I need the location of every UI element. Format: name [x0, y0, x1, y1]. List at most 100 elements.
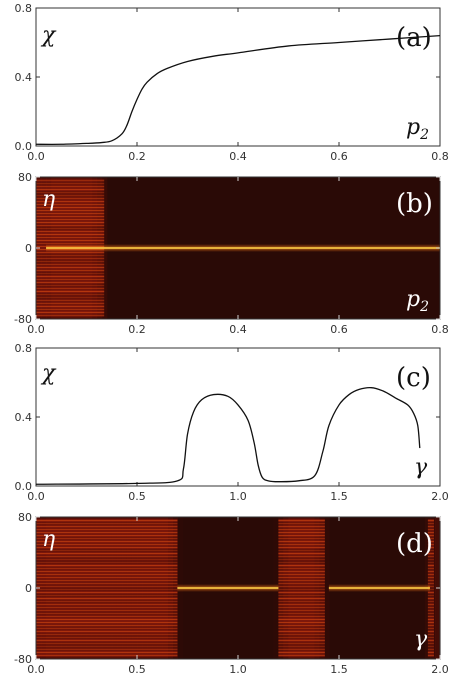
heatmap-cell [157, 517, 163, 659]
heatmap-stripe-core [36, 535, 178, 537]
x-axis-symbol-c: γ [414, 455, 428, 480]
x-tick-label: 2.0 [431, 490, 449, 503]
heatmap-stripe [278, 528, 325, 531]
x-tick-label: 1.0 [229, 663, 247, 676]
x-tick-label: 0.2 [128, 150, 146, 163]
heatmap-stripe-core [36, 639, 178, 641]
x-tick-label: 1.5 [330, 663, 348, 676]
heatmap-stripe-core [427, 654, 434, 656]
heatmap-stripe-core [36, 609, 178, 611]
heatmap-stripe-core [36, 222, 105, 224]
heatmap-stripe-core [427, 603, 434, 605]
heatmap-stripe-core [278, 553, 325, 555]
heatmap-stripe [278, 588, 325, 591]
heatmap-stripe-core [427, 630, 434, 632]
heatmap-cell [137, 517, 143, 659]
heatmap-stripe-core [36, 204, 105, 206]
heatmap-stripe-core [278, 606, 325, 608]
heatmap-stripe-core [427, 609, 434, 611]
heatmap-stripe [36, 567, 178, 570]
heatmap-b [36, 177, 440, 319]
heatmap-stripe [278, 600, 325, 603]
heatmap-stripe-core [36, 618, 178, 620]
heatmap-cell [71, 517, 77, 659]
heatmap-stripe-core [36, 580, 178, 582]
x-tick-label: 0.6 [330, 323, 348, 336]
heatmap-stripe-core [36, 275, 105, 277]
heatmap-stripe [36, 654, 178, 657]
heatmap-cell [121, 517, 128, 659]
heatmap-stripe-core [36, 597, 178, 599]
heatmap-stripe-core [36, 237, 105, 239]
heatmap-stripe-core [278, 654, 325, 656]
heatmap-stripe [427, 585, 434, 588]
heatmap-stripe-core [427, 586, 434, 588]
heatmap-stripe [427, 609, 434, 612]
x-tick-label: 0.4 [229, 323, 247, 336]
heatmap-stripe-core [278, 568, 325, 570]
heatmap-stripe-core [36, 633, 178, 635]
heatmap-stripe [36, 534, 178, 537]
heatmap-stripe-core [278, 565, 325, 567]
heatmap-stripe [36, 600, 178, 603]
heatmap-stripe-core [427, 550, 434, 552]
heatmap-stripe [427, 588, 434, 591]
heatmap-stripe-core [278, 627, 325, 629]
heatmap-stripe [278, 648, 325, 651]
heatmap-stripe [36, 591, 178, 594]
heatmap-stripe [278, 606, 325, 609]
heatmap-stripe-core [278, 583, 325, 585]
heatmap-d [36, 517, 441, 659]
heatmap-stripe-core [278, 633, 325, 635]
heatmap-stripe [36, 552, 178, 555]
heatmap-cell [172, 517, 178, 659]
x-tick-label: 0.0 [27, 490, 45, 503]
heatmap-stripe [36, 287, 105, 290]
heatmap-stripe-core [278, 618, 325, 620]
heatmap-stripe-core [36, 654, 178, 656]
y-tick-label: 0.4 [15, 411, 33, 424]
heatmap-stripe-core [36, 201, 105, 203]
heatmap-stripe [427, 567, 434, 570]
heatmap-stripe [36, 281, 105, 284]
heatmap-stripe-core [36, 636, 178, 638]
heatmap-stripe [36, 573, 178, 576]
heatmap-stripe [36, 576, 178, 579]
heatmap-stripe [36, 627, 178, 630]
heatmap-stripe-core [278, 586, 325, 588]
panel-c: 0.0 0.5 1.0 1.5 2.0 0.0 0.4 0.8 χ (c) γ [15, 342, 449, 503]
heatmap-stripe [36, 290, 105, 293]
heatmap-stripe [278, 555, 325, 558]
x-tick-label: 0.0 [27, 663, 45, 676]
heatmap-stripe-core [36, 269, 105, 271]
heatmap-stripe-core [278, 562, 325, 564]
heatmap-cell [318, 517, 325, 659]
heatmap-stripe [427, 570, 434, 573]
heatmap-stripe-core [36, 308, 105, 310]
heatmap-stripe [278, 573, 325, 576]
heatmap-stripe-core [278, 544, 325, 546]
heatmap-cell [111, 517, 118, 659]
heatmap-stripe [427, 534, 434, 537]
heatmap-stripe [278, 624, 325, 627]
heatmap-stripe-core [36, 234, 105, 236]
heatmap-stripe [278, 540, 325, 543]
heatmap-stripe [427, 636, 434, 639]
heatmap-stripe [427, 645, 434, 648]
heatmap-stripe [36, 597, 178, 600]
heatmap-stripe-core [427, 532, 434, 534]
heatmap-stripe-core [36, 541, 178, 543]
heatmap-stripe-core [36, 544, 178, 546]
heatmap-stripe [36, 579, 178, 582]
heatmap-stripe [36, 594, 178, 597]
heatmap-stripe-core [36, 254, 105, 256]
heatmap-stripe-core [36, 207, 105, 209]
y-tick-label: 80 [18, 171, 32, 184]
heatmap-stripe-core [36, 627, 178, 629]
heatmap-stripe-core [427, 553, 434, 555]
heatmap-stripe [278, 603, 325, 606]
heatmap-stripe [36, 305, 105, 308]
heatmap-stripe [36, 257, 105, 260]
heatmap-stripe [427, 525, 434, 528]
panel-tag-a: (a) [396, 23, 432, 53]
